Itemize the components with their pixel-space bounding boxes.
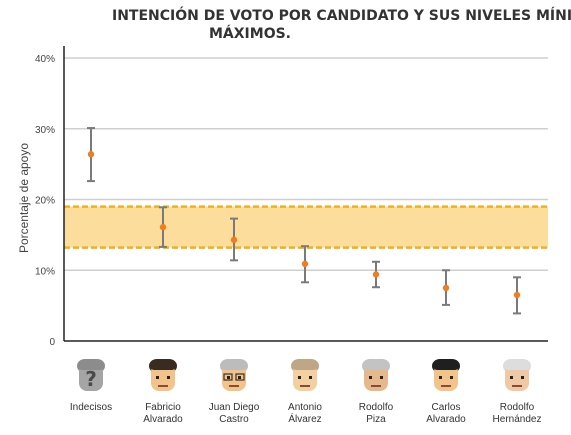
y-tick-label: 0 [49,337,55,348]
icon-glasses [223,373,233,381]
icon-hairline [434,364,458,370]
x-tick-label: Alvarado [143,414,183,425]
icon-hairline [151,364,175,370]
icon-hairline [505,364,529,370]
icon-hairline [293,364,317,370]
x-tick-label: Carlos [432,402,461,413]
data-point [442,284,450,292]
icon-eye [156,376,159,379]
x-tick-label: Rodolfo [359,402,394,413]
x-tick-label: Piza [366,414,386,425]
plot-area: 010%20%30%40%?Indecisos FabricioAlvaradoJ… [35,46,548,425]
icon-eye [521,376,524,379]
icon-eye [380,376,383,379]
fabricio-alvarado-icon [149,359,177,391]
icon-eye [450,376,453,379]
icon-eye [309,376,312,379]
icon-face [222,364,246,391]
chart-title-line-1: INTENCIÓN DE VOTO POR CANDIDATO Y SUS NI… [112,6,571,24]
icon-face [505,364,529,391]
data-point [87,151,95,158]
icon-mouth [300,385,310,387]
antonio-alvarez-icon [291,359,319,391]
data-point [372,271,380,278]
question-mark-glyph: ? [85,367,97,391]
icon-eye [439,376,442,379]
icon-eye [510,376,513,379]
icon-eye [298,376,301,379]
x-tick-label: Fabricio [145,402,181,413]
icon-mouth [441,385,451,387]
icon-mouth [371,385,381,387]
icon-mouth [229,385,239,387]
juan-diego-castro-icon [220,359,248,391]
y-tick-label: 10% [35,266,55,277]
icon-eye [238,376,241,379]
x-tick-label: Antonio [288,402,322,413]
y-tick-label: 40% [35,54,55,65]
icon-glasses [235,373,245,381]
carlos-alvarado-icon [432,359,460,391]
x-tick-label: Alvarado [426,414,466,425]
icon-face [293,364,317,391]
icon-mouth [158,385,168,387]
icon-eye [167,376,170,379]
data-point [513,291,521,299]
x-tick-label: Rodolfo [500,402,535,413]
data-point [230,236,238,244]
icon-face [79,364,103,391]
icon-face [364,364,388,391]
x-tick-label: Castro [219,414,249,425]
range-band [64,206,548,248]
icon-hairline [364,364,388,370]
data-point [301,260,309,268]
rodolfo-hernandez-icon [503,359,531,391]
y-tick-label: 20% [35,196,55,207]
icon-eye [369,376,372,379]
x-tick-label: Álvarez [288,412,321,425]
y-axis-label: Porcentaje de apoyo [17,143,31,253]
icon-hairline [222,364,246,370]
rodolfo-piza-icon [362,359,390,391]
data-point [159,223,167,231]
icon-face [434,364,458,391]
x-tick-label: Hernández [493,414,542,425]
y-tick-label: 30% [35,125,55,136]
icon-hairline [79,364,103,370]
unknown-person-icon: ? [77,359,105,391]
chart-title-line-2: MÁXIMOS. [209,25,291,42]
x-tick-label: Juan Diego [209,402,260,413]
x-tick-label: Indecisos [70,402,112,413]
icon-face [151,364,175,391]
icon-mouth [512,385,522,387]
icon-eye [227,376,230,379]
